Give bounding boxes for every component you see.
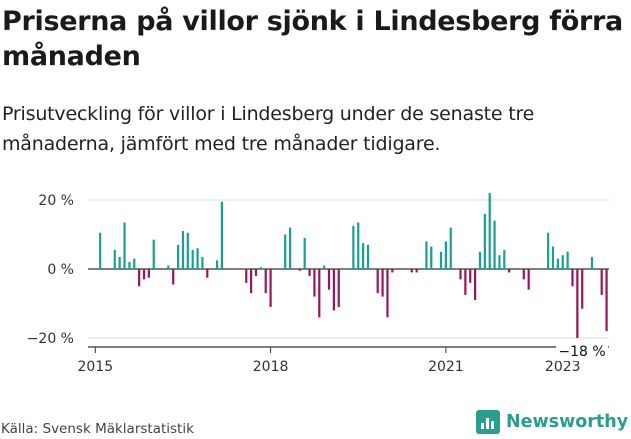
bar (313, 269, 316, 297)
bar (362, 243, 365, 270)
y-tick-label: 20 % (38, 193, 74, 209)
bar (449, 227, 452, 269)
bar (352, 225, 355, 270)
y-axis-labels: 20 % 0 % −20 % (27, 193, 74, 347)
bar (176, 244, 180, 269)
bar (493, 220, 496, 269)
bar (186, 232, 189, 269)
bar (566, 251, 569, 269)
bar (366, 244, 370, 269)
bar (118, 256, 121, 269)
bar (415, 269, 418, 273)
bar (201, 256, 204, 269)
bar (551, 246, 555, 270)
bar (498, 255, 501, 269)
bar (259, 267, 262, 270)
bar (571, 269, 574, 287)
price-change-bar-chart: 20 % 0 % −20 % 2015 2018 2021 2023 −18 % (27, 193, 609, 375)
last-value-annotation: −18 % (556, 342, 608, 361)
bar (483, 213, 486, 269)
bar (215, 260, 219, 270)
y-tick-label: −20 % (27, 331, 74, 347)
bar (337, 269, 340, 307)
bar (138, 269, 141, 287)
bar (488, 193, 491, 269)
bar (206, 269, 209, 278)
bar (220, 201, 223, 269)
bar (444, 241, 447, 269)
bar (245, 269, 248, 283)
last-value-label-bg (556, 342, 608, 361)
bar (590, 256, 594, 269)
source-note: Källa: Svensk Mäklarstatistik (1, 421, 194, 437)
bar (605, 269, 608, 332)
bar (147, 269, 150, 278)
bar (323, 265, 326, 269)
bar (474, 269, 477, 301)
page-title: Priserna på villor sjönk i Lindesberg fö… (2, 6, 623, 72)
bar (142, 269, 146, 280)
bar (503, 250, 506, 270)
x-tick-label: 2023 (545, 359, 581, 375)
bar (172, 269, 175, 285)
bar (288, 227, 292, 269)
brand-name: Newsworthy (506, 412, 629, 432)
bar (391, 269, 394, 273)
bar (464, 269, 467, 295)
bar (600, 269, 603, 295)
bar (478, 251, 482, 269)
bar (430, 246, 433, 270)
bar (376, 269, 379, 294)
bar (459, 269, 462, 280)
bar (469, 269, 472, 283)
y-tick-label: 0 % (47, 262, 74, 278)
bar (556, 258, 559, 269)
bar (191, 250, 194, 270)
bar (308, 269, 311, 276)
bar (181, 231, 185, 269)
bar (284, 234, 287, 269)
bar (152, 239, 155, 269)
bar (386, 269, 389, 318)
bar (298, 269, 301, 271)
bar (99, 232, 102, 269)
bar (128, 262, 131, 269)
chart-bars (99, 193, 608, 338)
bar (522, 269, 525, 280)
bar (264, 269, 267, 294)
bar (303, 237, 306, 269)
bar (561, 255, 564, 269)
bar (254, 269, 258, 276)
last-value-label: −18 % (558, 344, 605, 360)
bar (527, 269, 530, 290)
bar (113, 250, 116, 270)
bar (425, 241, 428, 269)
newsworthy-bar-chart-icon (476, 410, 500, 434)
x-tick-label: 2018 (253, 359, 289, 375)
bar (508, 269, 511, 273)
bar (269, 269, 272, 307)
chart-gridlines (88, 199, 609, 339)
bar (439, 251, 443, 269)
bar (250, 269, 253, 294)
bar (318, 269, 321, 318)
newsworthy-logo: Newsworthy (476, 410, 628, 434)
bar (123, 222, 126, 269)
x-axis: 2015 2018 2021 2023 (77, 346, 609, 375)
bar (167, 265, 170, 269)
bar (547, 232, 550, 269)
bar (581, 269, 584, 309)
bar (576, 269, 579, 338)
bar (133, 258, 136, 269)
bar (332, 269, 335, 311)
bar (196, 248, 199, 269)
page-subtitle: Prisutveckling för villor i Lindesberg u… (2, 103, 535, 155)
bar (327, 269, 331, 290)
x-tick-label: 2021 (428, 359, 464, 375)
bar (357, 222, 360, 269)
x-tick-label: 2015 (77, 359, 113, 375)
bar (410, 269, 413, 273)
bar (381, 269, 384, 297)
